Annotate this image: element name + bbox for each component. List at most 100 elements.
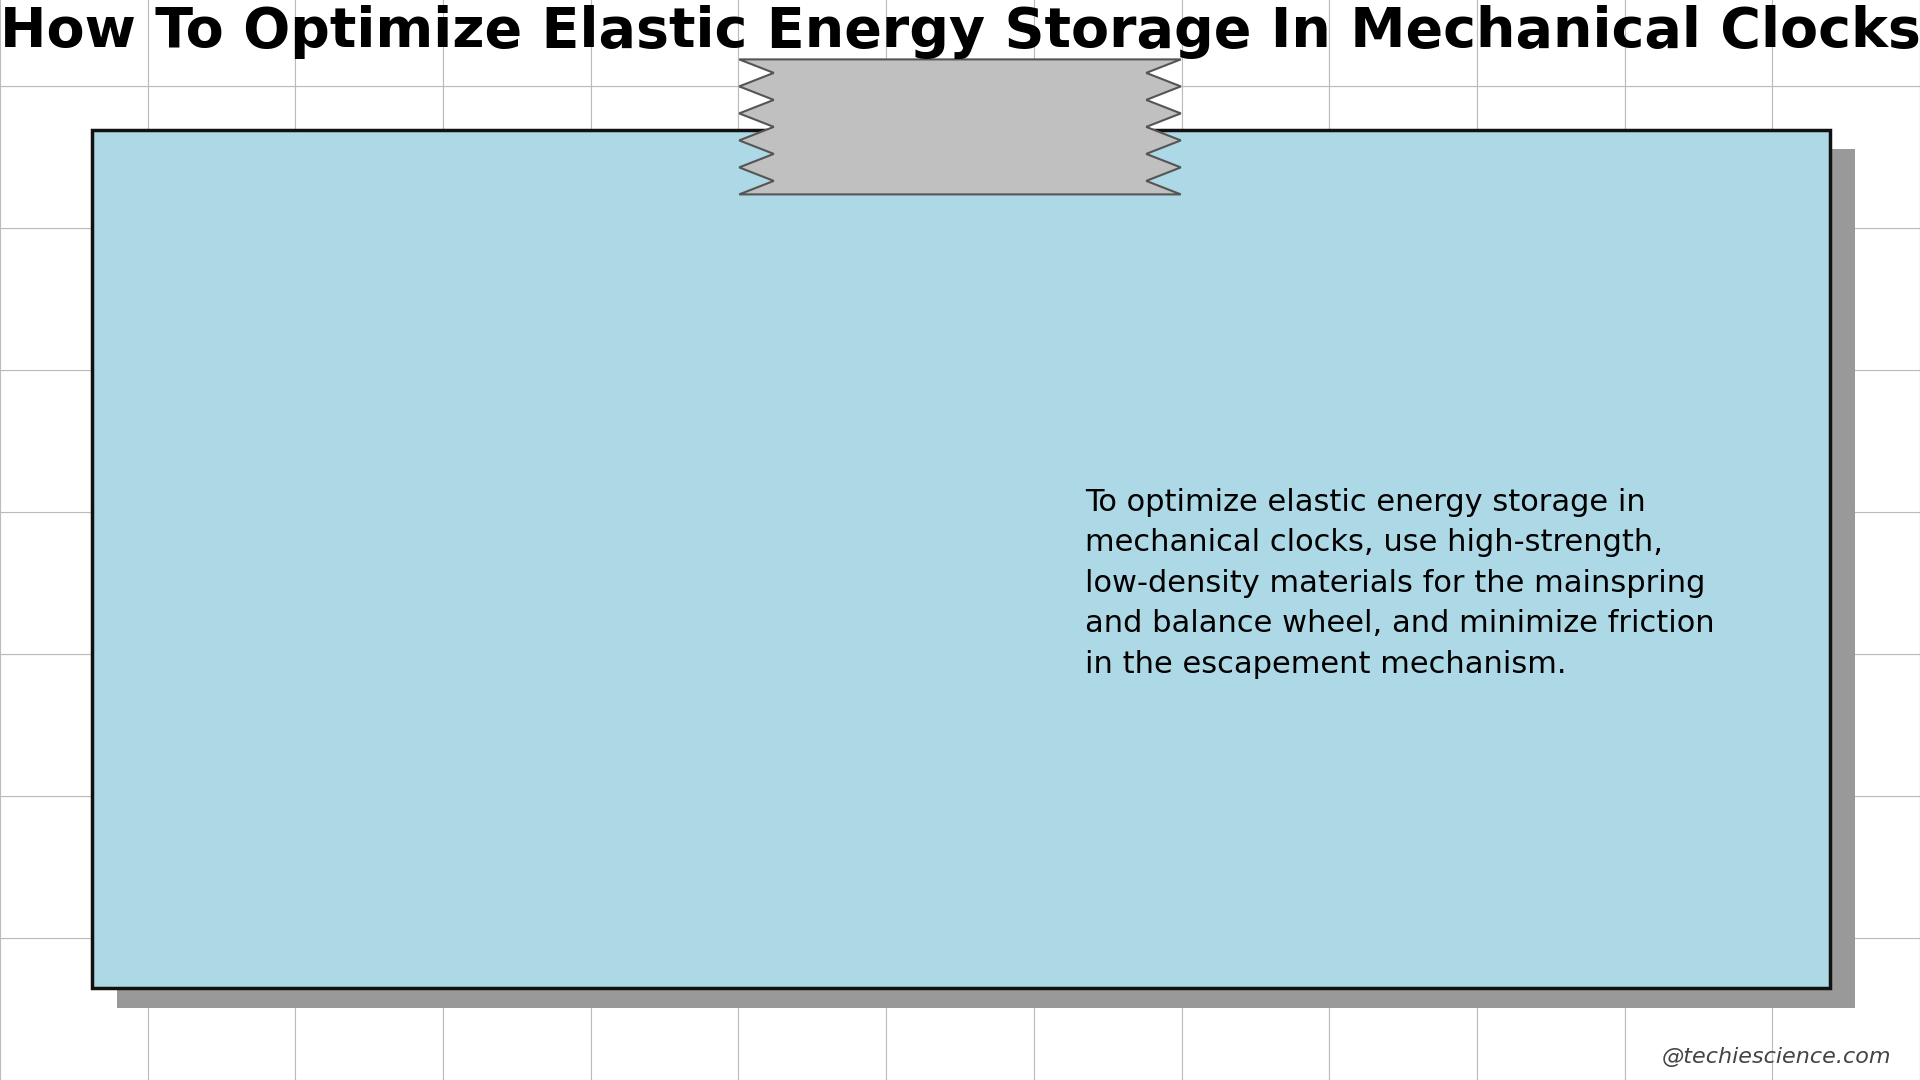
Bar — [1329, 370, 1476, 512]
Bar — [1181, 0, 1329, 86]
Bar — [591, 86, 739, 228]
Bar — [148, 939, 296, 1080]
Bar — [1033, 654, 1181, 796]
Bar — [591, 939, 739, 1080]
Bar — [1329, 512, 1476, 654]
Bar — [1033, 512, 1181, 654]
Bar — [739, 654, 887, 796]
Bar — [1772, 370, 1920, 512]
Bar — [1476, 0, 1624, 86]
Bar — [739, 86, 887, 228]
Bar — [1329, 0, 1476, 86]
Bar — [1329, 796, 1476, 939]
Bar — [1772, 939, 1920, 1080]
Bar — [296, 939, 444, 1080]
Bar — [1624, 654, 1772, 796]
Bar — [1033, 370, 1181, 512]
Polygon shape — [739, 59, 1181, 194]
Bar — [1033, 86, 1181, 228]
Bar — [1033, 796, 1181, 939]
Bar — [0, 939, 148, 1080]
Bar — [1624, 939, 1772, 1080]
Bar — [1181, 939, 1329, 1080]
Bar — [1476, 939, 1624, 1080]
Bar — [296, 370, 444, 512]
Bar — [1476, 228, 1624, 370]
Bar — [1329, 228, 1476, 370]
Bar — [887, 228, 1033, 370]
Bar — [444, 0, 591, 86]
Bar — [739, 939, 887, 1080]
Bar — [444, 796, 591, 939]
Bar — [887, 939, 1033, 1080]
Bar — [1181, 512, 1329, 654]
Bar — [1772, 654, 1920, 796]
Bar — [0, 86, 148, 228]
Bar — [1181, 228, 1329, 370]
Bar — [1181, 654, 1329, 796]
Text: How To Optimize Elastic Energy Storage In Mechanical Clocks: How To Optimize Elastic Energy Storage I… — [0, 5, 1920, 59]
Bar — [1329, 86, 1476, 228]
Bar — [1476, 654, 1624, 796]
Bar — [1624, 512, 1772, 654]
Bar — [1624, 86, 1772, 228]
Bar — [444, 939, 591, 1080]
Bar — [148, 654, 296, 796]
Bar — [1624, 0, 1772, 86]
Bar — [444, 228, 591, 370]
Bar — [887, 0, 1033, 86]
Bar — [1772, 512, 1920, 654]
Bar — [0, 370, 148, 512]
Bar — [296, 796, 444, 939]
Bar — [887, 796, 1033, 939]
Bar — [591, 0, 739, 86]
Bar — [148, 228, 296, 370]
Bar — [591, 796, 739, 939]
Bar — [591, 370, 739, 512]
Bar — [739, 796, 887, 939]
Bar — [1476, 370, 1624, 512]
Bar — [296, 86, 444, 228]
Bar — [739, 512, 887, 654]
Bar — [1772, 0, 1920, 86]
Bar — [887, 370, 1033, 512]
Bar — [148, 86, 296, 228]
Bar — [92, 130, 1830, 988]
Bar — [1476, 796, 1624, 939]
Bar — [1329, 654, 1476, 796]
Bar — [1624, 796, 1772, 939]
Bar — [1033, 939, 1181, 1080]
Bar — [1476, 512, 1624, 654]
Bar — [1624, 228, 1772, 370]
Bar — [117, 149, 1855, 1008]
Bar — [1033, 228, 1181, 370]
Bar — [739, 228, 887, 370]
Bar — [296, 654, 444, 796]
Bar — [591, 654, 739, 796]
Bar — [887, 512, 1033, 654]
Bar — [1329, 939, 1476, 1080]
Bar — [444, 512, 591, 654]
Bar — [0, 228, 148, 370]
Bar — [444, 370, 591, 512]
Bar — [739, 370, 887, 512]
Bar — [0, 512, 148, 654]
Bar — [591, 512, 739, 654]
Bar — [1624, 370, 1772, 512]
Bar — [148, 370, 296, 512]
Bar — [296, 228, 444, 370]
Text: To optimize elastic energy storage in
mechanical clocks, use high-strength,
low-: To optimize elastic energy storage in me… — [1085, 488, 1715, 678]
Bar — [444, 654, 591, 796]
Bar — [887, 654, 1033, 796]
Bar — [1772, 796, 1920, 939]
Bar — [0, 796, 148, 939]
Bar — [148, 0, 296, 86]
Bar — [296, 0, 444, 86]
Bar — [1772, 228, 1920, 370]
Bar — [1181, 86, 1329, 228]
Bar — [887, 86, 1033, 228]
Bar — [148, 512, 296, 654]
Bar — [1772, 86, 1920, 228]
Bar — [1476, 86, 1624, 228]
Bar — [148, 796, 296, 939]
